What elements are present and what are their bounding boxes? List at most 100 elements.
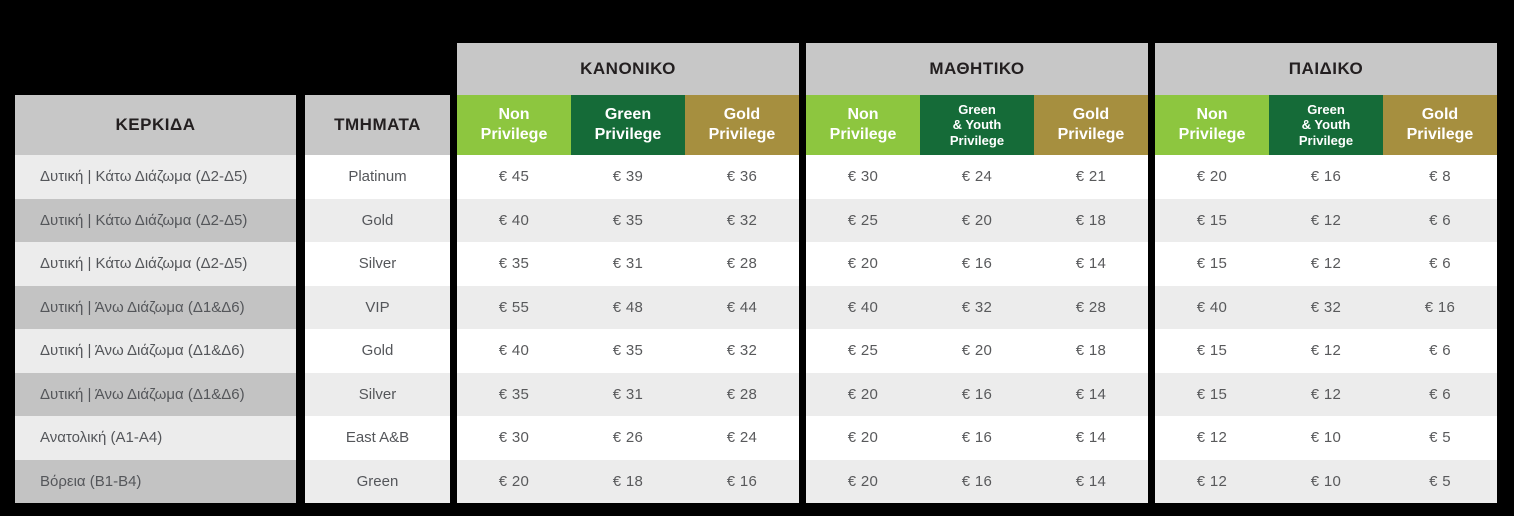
price-cell: € 30: [498, 429, 530, 447]
price-row: € 15 € 12 € 6: [1155, 372, 1497, 416]
section-row: Gold: [305, 329, 450, 373]
stands-table: ΚΕΡΚΙΔΑ Δυτική | Κάτω Διάζωμα (Δ2-Δ5) Δυτ…: [15, 95, 296, 503]
stand-row: Δυτική | Άνω Διάζωμα (Δ1&Δ6): [15, 285, 296, 329]
price-cell: € 14: [1075, 429, 1107, 447]
price-row: € 15 € 12 € 6: [1155, 198, 1497, 242]
price-row: € 20 € 16 € 14: [806, 459, 1148, 503]
price-cell: € 35: [612, 342, 644, 360]
price-cell: € 15: [1196, 255, 1228, 273]
price-row: € 35 € 31 € 28: [457, 372, 799, 416]
price-cell: € 14: [1075, 255, 1107, 273]
section-row: Platinum: [305, 155, 450, 199]
price-cell: € 28: [726, 255, 758, 273]
price-cell: € 40: [498, 211, 530, 229]
section-row: Silver: [305, 242, 450, 286]
price-cell: € 16: [961, 472, 993, 490]
stand-row: Δυτική | Κάτω Διάζωμα (Δ2-Δ5): [15, 198, 296, 242]
price-cell: € 12: [1310, 385, 1342, 403]
price-cell: € 12: [1310, 211, 1342, 229]
price-cell: € 14: [1075, 472, 1107, 490]
price-table-kanoniko: ΚΑΝΟΝΙΚΟ Non Privilege Green Privilege Gol…: [457, 43, 799, 503]
stand-row: Δυτική | Άνω Διάζωμα (Δ1&Δ6): [15, 329, 296, 373]
price-row: € 55 € 48 € 44: [457, 285, 799, 329]
price-cell: € 6: [1429, 255, 1451, 273]
price-cell: € 18: [1075, 211, 1107, 229]
section-row: Silver: [305, 372, 450, 416]
price-cell: € 28: [1075, 298, 1107, 316]
price-cell: € 16: [1424, 298, 1456, 316]
price-cell: € 16: [726, 472, 758, 490]
section-row: East A&B: [305, 416, 450, 460]
price-cell: € 35: [612, 211, 644, 229]
price-cell: € 16: [1310, 168, 1342, 186]
stand-row: Βόρεια (Β1-Β4): [15, 459, 296, 503]
section-row: Green: [305, 459, 450, 503]
price-row: € 12 € 10 € 5: [1155, 416, 1497, 460]
price-cell: € 31: [612, 255, 644, 273]
group-rows: € 45 € 39 € 36 € 40 € 35 € 32 € 35 € 31 € 28 € 55…: [457, 155, 799, 503]
privilege-column-header: Gold Privilege: [684, 95, 799, 155]
price-cell: € 6: [1429, 385, 1451, 403]
price-row: € 20 € 16 € 14: [806, 242, 1148, 286]
section-row: Gold: [305, 198, 450, 242]
price-cell: € 16: [961, 255, 993, 273]
price-row: € 20 € 16 € 14: [806, 416, 1148, 460]
price-cell: € 28: [726, 385, 758, 403]
price-cell: € 44: [726, 298, 758, 316]
price-cell: € 36: [726, 168, 758, 186]
price-cell: € 20: [847, 385, 879, 403]
price-cell: € 14: [1075, 385, 1107, 403]
sections-table: ΤΜΗΜΑΤΑ Platinum Gold Silver VIP Gold Silver E…: [305, 95, 450, 503]
price-cell: € 18: [612, 472, 644, 490]
price-cell: € 24: [961, 168, 993, 186]
price-row: € 45 € 39 € 36: [457, 155, 799, 199]
price-cell: € 16: [961, 429, 993, 447]
sections-header: ΤΜΗΜΑΤΑ: [305, 95, 450, 155]
price-cell: € 20: [961, 342, 993, 360]
privilege-column-header: Gold Privilege: [1382, 95, 1497, 155]
privilege-column-header: Non Privilege: [457, 95, 571, 155]
price-row: € 40 € 32 € 16: [1155, 285, 1497, 329]
price-cell: € 20: [498, 472, 530, 490]
price-row: € 30 € 26 € 24: [457, 416, 799, 460]
price-row: € 40 € 35 € 32: [457, 329, 799, 373]
price-cell: € 21: [1075, 168, 1107, 186]
price-row: € 40 € 32 € 28: [806, 285, 1148, 329]
price-cell: € 20: [961, 211, 993, 229]
price-cell: € 6: [1429, 211, 1451, 229]
price-cell: € 39: [612, 168, 644, 186]
price-cell: € 12: [1196, 472, 1228, 490]
price-cell: € 35: [498, 385, 530, 403]
price-cell: € 35: [498, 255, 530, 273]
section-row: VIP: [305, 285, 450, 329]
group-title-paidiko: ΠΑΙΔΙΚΟ: [1155, 43, 1497, 95]
privilege-column-header: Green & Youth Privilege: [1268, 95, 1383, 155]
price-cell: € 10: [1310, 429, 1342, 447]
price-row: € 20 € 18 € 16: [457, 459, 799, 503]
price-cell: € 6: [1429, 342, 1451, 360]
price-row: € 15 € 12 € 6: [1155, 329, 1497, 373]
price-row: € 20 € 16 € 8: [1155, 155, 1497, 199]
price-cell: € 5: [1429, 429, 1451, 447]
price-cell: € 24: [726, 429, 758, 447]
privilege-column-header: Green Privilege: [570, 95, 685, 155]
group-title-mathitiko: ΜΑΘΗΤΙΚΟ: [806, 43, 1148, 95]
group-subheader: Non Privilege Green Privilege Gold Privile…: [457, 95, 799, 155]
price-cell: € 12: [1310, 342, 1342, 360]
price-cell: € 45: [498, 168, 530, 186]
price-cell: € 55: [498, 298, 530, 316]
stand-row: Ανατολική (Α1-Α4): [15, 416, 296, 460]
price-cell: € 32: [1310, 298, 1342, 316]
price-cell: € 32: [961, 298, 993, 316]
stand-row: Δυτική | Άνω Διάζωμα (Δ1&Δ6): [15, 372, 296, 416]
group-subheader: Non Privilege Green & Youth Privilege Gold…: [1155, 95, 1497, 155]
price-row: € 20 € 16 € 14: [806, 372, 1148, 416]
privilege-column-header: Gold Privilege: [1033, 95, 1148, 155]
price-cell: € 30: [847, 168, 879, 186]
price-cell: € 26: [612, 429, 644, 447]
stand-row: Δυτική | Κάτω Διάζωμα (Δ2-Δ5): [15, 155, 296, 199]
price-row: € 12 € 10 € 5: [1155, 459, 1497, 503]
stand-row: Δυτική | Κάτω Διάζωμα (Δ2-Δ5): [15, 242, 296, 286]
privilege-column-header: Non Privilege: [1155, 95, 1269, 155]
price-cell: € 18: [1075, 342, 1107, 360]
